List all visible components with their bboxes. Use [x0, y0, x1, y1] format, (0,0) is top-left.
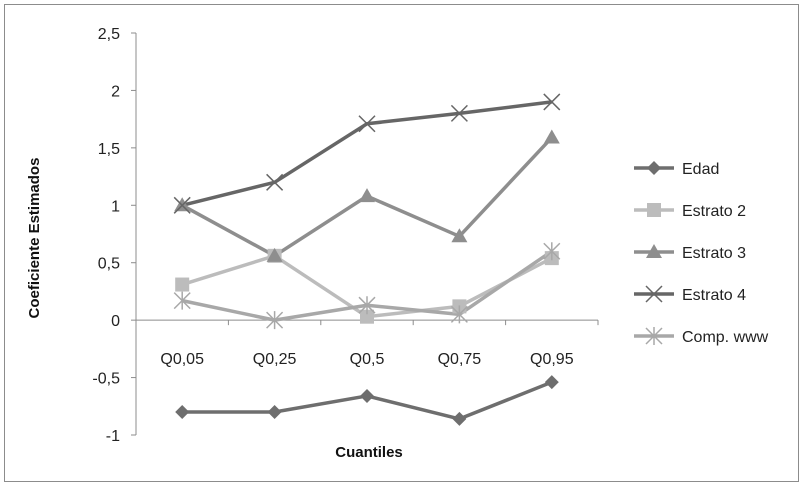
x-tick-label: Q0,95 — [530, 351, 574, 368]
legend-label: Edad — [682, 161, 719, 178]
data-point-comp-www — [173, 291, 191, 310]
legend-swatch-marker — [646, 244, 662, 258]
y-tick-label: 2 — [111, 83, 120, 100]
y-axis-title: Coeficiente Estimados — [26, 158, 43, 319]
legend-item-edad: Edad — [634, 161, 719, 178]
legend-label: Estrato 3 — [682, 245, 746, 262]
legend-item-estrato-2: Estrato 2 — [634, 203, 746, 220]
legend: Edad Estrato 2 Estrato 3 Estrato 4 Comp. www — [634, 161, 769, 346]
data-point-edad — [267, 405, 282, 420]
x-tick-label: Q0,25 — [253, 351, 297, 368]
legend-label: Estrato 2 — [682, 203, 746, 220]
data-point-estrato-4 — [266, 173, 284, 191]
y-tick-label: 0 — [111, 313, 120, 330]
y-tick-label: -0,5 — [92, 371, 120, 388]
series-lines — [181, 100, 554, 421]
x-tick-label: Q0,75 — [438, 351, 482, 368]
y-tick-label: 1,5 — [98, 141, 120, 158]
legend-label: Comp. www — [682, 329, 769, 346]
data-point-estrato-4 — [173, 196, 191, 214]
legend-swatch-marker — [645, 285, 663, 303]
legend-label: Estrato 4 — [682, 287, 746, 304]
data-point-estrato-3 — [266, 247, 283, 262]
x-axis-title: Cuantiles — [335, 444, 403, 461]
data-point-edad — [175, 405, 190, 420]
data-point-estrato-3 — [451, 228, 468, 243]
data-point-estrato-4 — [450, 104, 468, 122]
y-tick-label: 1 — [111, 198, 120, 215]
y-tick-label: 0,5 — [98, 256, 120, 273]
data-point-edad — [452, 411, 467, 426]
data-point-estrato-3 — [543, 129, 560, 144]
series-markers — [173, 93, 561, 426]
data-point-comp-www — [543, 242, 561, 261]
data-point-edad — [360, 388, 374, 403]
legend-swatch-marker — [647, 203, 661, 217]
x-tick-label: Q0,5 — [350, 351, 385, 368]
legend-swatch-marker — [645, 327, 663, 345]
legend-swatch-marker — [647, 161, 661, 175]
legend-item-estrato-4: Estrato 4 — [634, 285, 746, 304]
legend-item-estrato-3: Estrato 3 — [634, 244, 746, 262]
y-tick-label: -1 — [106, 428, 120, 445]
data-point-estrato-3 — [359, 188, 375, 203]
data-point-comp-www — [358, 296, 376, 315]
data-point-estrato-2 — [175, 277, 190, 292]
data-point-comp-www — [450, 305, 468, 324]
data-point-estrato-2 — [360, 309, 374, 324]
data-point-estrato-4 — [543, 93, 561, 111]
data-point-comp-www — [266, 311, 284, 330]
x-tick-label: Q0,05 — [160, 351, 204, 368]
data-point-estrato-4 — [358, 115, 376, 133]
data-point-edad — [544, 375, 559, 390]
axes: 2,5 2 1,5 1 0,5 0 -0,5 -1 Q0,05 Q0,25 Q0,5 Q0,75 Q0,… — [92, 26, 599, 445]
y-tick-label: 2,5 — [98, 26, 120, 43]
legend-item-comp-www: Comp. www — [634, 327, 769, 346]
